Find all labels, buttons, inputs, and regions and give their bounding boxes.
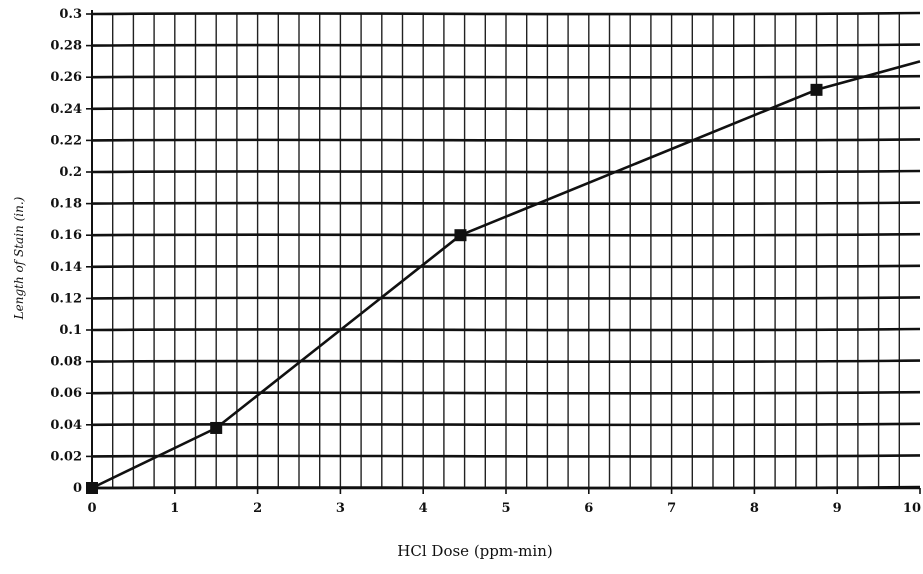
grid-line-horizontal bbox=[91, 422, 921, 427]
y-tick-label: 0.02 bbox=[50, 449, 82, 464]
tick-labels: 0 0.02 0.04 0.06 0.08 0.1 0.12 0.14 0.16 0.18 0.2 0… bbox=[50, 7, 921, 516]
x-axis-title: HCl Dose (ppm-min) bbox=[397, 542, 552, 560]
grid-line-horizontal bbox=[91, 11, 921, 16]
grid-line-horizontal bbox=[91, 390, 921, 395]
y-tick-label: 0 bbox=[73, 481, 82, 496]
data-point-marker bbox=[210, 421, 223, 434]
grid-line-horizontal bbox=[91, 454, 921, 458]
y-tick-label: 0.3 bbox=[59, 7, 82, 22]
data-point-marker bbox=[810, 83, 823, 96]
y-tick-label: 0.2 bbox=[59, 165, 82, 180]
grid-line-horizontal bbox=[91, 106, 921, 111]
x-tick-label: 9 bbox=[833, 501, 842, 516]
y-tick-label: 0.16 bbox=[50, 228, 82, 243]
x-tick-label: 4 bbox=[419, 501, 428, 516]
y-tick-label: 0.1 bbox=[59, 323, 82, 338]
grid bbox=[91, 11, 921, 490]
x-tick-label: 0 bbox=[87, 501, 96, 516]
grid-line-horizontal bbox=[91, 138, 921, 142]
grid-line-horizontal bbox=[91, 359, 921, 364]
y-tick-label: 0.26 bbox=[50, 70, 82, 85]
grid-line-horizontal bbox=[91, 74, 921, 79]
y-axis-title: Length of Stain (in.) bbox=[12, 196, 26, 320]
y-tick-label: 0.22 bbox=[50, 133, 82, 148]
grid-line-horizontal bbox=[91, 43, 921, 48]
x-tick-label: 8 bbox=[750, 501, 759, 516]
x-tick-label: 10 bbox=[903, 501, 921, 516]
y-tick-label: 0.04 bbox=[50, 418, 82, 433]
grid-line-horizontal bbox=[91, 232, 921, 237]
y-tick-label: 0.06 bbox=[50, 386, 82, 401]
axes bbox=[86, 10, 921, 494]
x-tick-label: 7 bbox=[667, 501, 676, 516]
grid-line-horizontal bbox=[91, 201, 921, 206]
x-tick-label: 2 bbox=[253, 501, 262, 516]
series bbox=[86, 60, 921, 494]
grid-line-horizontal bbox=[91, 264, 921, 269]
y-tick-label: 0.12 bbox=[50, 291, 82, 306]
x-tick-label: 1 bbox=[170, 501, 179, 516]
x-tick-label: 5 bbox=[501, 501, 510, 516]
y-tick-label: 0.24 bbox=[50, 102, 82, 117]
x-tick-label: 3 bbox=[336, 501, 345, 516]
x-tick-label: 6 bbox=[584, 501, 593, 516]
y-tick-label: 0.14 bbox=[50, 260, 82, 275]
y-tick-label: 0.18 bbox=[50, 197, 82, 212]
data-point-marker bbox=[454, 229, 467, 242]
y-tick-label: 0.28 bbox=[50, 39, 82, 54]
grid-line-horizontal bbox=[91, 327, 921, 332]
grid-line-horizontal bbox=[91, 296, 921, 300]
grid-line-horizontal bbox=[91, 169, 921, 174]
data-point-marker bbox=[86, 482, 98, 494]
y-tick-label: 0.08 bbox=[50, 355, 82, 370]
